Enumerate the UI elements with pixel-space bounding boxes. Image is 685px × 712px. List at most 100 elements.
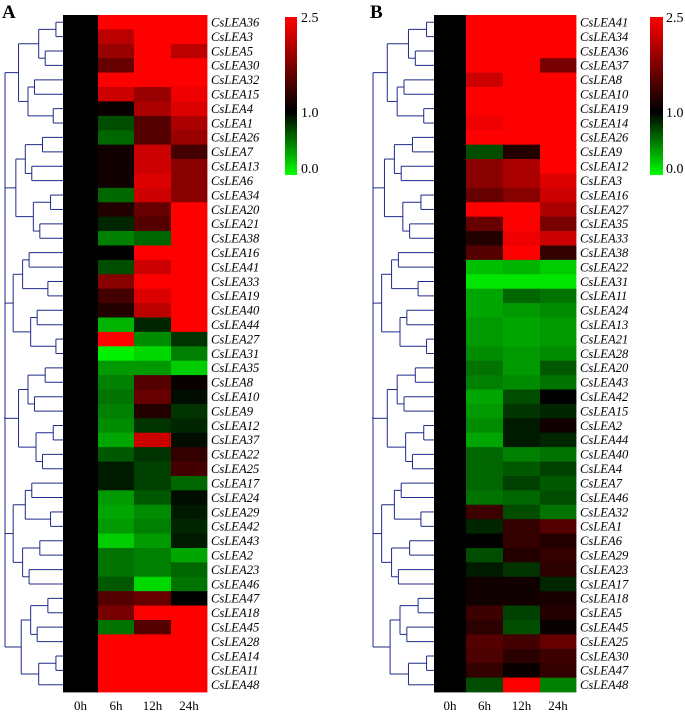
heatmap-cell <box>98 317 135 333</box>
heatmap-cell <box>466 677 504 693</box>
heatmap-cell <box>63 504 99 520</box>
heatmap-cell <box>134 677 172 693</box>
heatmap-cell <box>134 259 172 275</box>
heatmap-cell <box>434 519 467 534</box>
heatmap-cell <box>434 72 467 88</box>
heatmap-cell <box>503 533 541 549</box>
heatmap-cell <box>503 331 541 347</box>
heatmap-cell <box>466 58 504 74</box>
heatmap-cell <box>98 648 135 664</box>
heatmap-cell <box>503 605 541 621</box>
heatmap-cell <box>540 634 577 650</box>
row-label: CsLEA29 <box>580 548 629 562</box>
heatmap-cell <box>466 375 504 390</box>
heatmap-cell <box>63 475 99 491</box>
row-label: CsLEA9 <box>211 404 254 418</box>
heatmap-cell <box>540 303 577 318</box>
heatmap-cell <box>134 29 172 45</box>
heatmap-cell <box>466 115 504 131</box>
heatmap-cell <box>98 403 135 419</box>
heatmap-cell <box>434 547 467 563</box>
heatmap-cell <box>134 461 172 477</box>
heatmap-cell <box>63 432 99 448</box>
heatmap-cell <box>466 274 504 290</box>
heatmap-cell <box>503 648 541 664</box>
row-label: CsLEA27 <box>211 332 260 346</box>
heatmap-cell <box>171 403 208 419</box>
heatmap-cell <box>540 519 577 534</box>
heatmap-cell <box>134 490 172 506</box>
heatmap-cell <box>434 648 467 664</box>
heatmap-cell <box>63 231 99 246</box>
row-label: CsLEA32 <box>580 505 629 519</box>
heatmap-cell <box>434 490 467 506</box>
heatmap-cell <box>98 663 135 678</box>
heatmap-cell <box>503 216 541 232</box>
heatmap-cell <box>466 432 504 448</box>
heatmap-cell <box>434 115 467 131</box>
heatmap-cell <box>171 101 208 117</box>
heatmap-cell <box>171 159 208 174</box>
heatmap-cell <box>503 159 541 174</box>
heatmap-cell <box>98 15 135 30</box>
heatmap-cell <box>466 346 504 362</box>
heatmap-cell <box>434 317 467 333</box>
heatmap-cell <box>434 216 467 232</box>
heatmap-cell <box>434 576 467 592</box>
heatmap-cell <box>503 303 541 318</box>
column-label: 24h <box>179 698 199 712</box>
heatmap-cell <box>98 375 135 390</box>
row-label: CsLEA41 <box>211 260 259 274</box>
heatmap-cell <box>503 619 541 635</box>
heatmap-cell <box>503 245 541 261</box>
heatmap-cell <box>503 173 541 189</box>
heatmap-cell <box>503 317 541 333</box>
row-label: CsLEA1 <box>580 520 622 534</box>
heatmap-cell <box>171 605 208 621</box>
heatmap-cell <box>98 461 135 477</box>
heatmap-cell <box>434 418 467 434</box>
heatmap-cell <box>134 43 172 59</box>
heatmap-cell <box>540 15 577 30</box>
row-label: CsLEA18 <box>580 592 629 606</box>
heatmap-cell <box>63 490 99 506</box>
row-label: CsLEA15 <box>211 88 259 102</box>
heatmap-cell <box>466 216 504 232</box>
row-label: CsLEA4 <box>580 462 623 476</box>
heatmap-cell <box>540 389 577 405</box>
row-label: CsLEA3 <box>580 174 622 188</box>
heatmap-cell <box>503 490 541 506</box>
color-scale-bar <box>285 17 297 175</box>
heatmap-cell <box>98 504 135 520</box>
column-label: 0h <box>74 698 88 712</box>
heatmap-cell <box>466 619 504 635</box>
heatmap-cell <box>134 375 172 390</box>
heatmap-cell <box>63 187 99 203</box>
heatmap-cell <box>63 634 99 650</box>
heatmap-cell <box>540 360 577 376</box>
heatmap-cell <box>540 432 577 448</box>
heatmap-cell <box>63 130 99 146</box>
heatmap-cell <box>171 130 208 146</box>
heatmap-cell <box>171 547 208 563</box>
row-label: CsLEA33 <box>580 232 628 246</box>
heatmap-cell <box>434 375 467 390</box>
row-label: CsLEA26 <box>211 131 260 145</box>
heatmap-cell <box>503 375 541 390</box>
heatmap-cell <box>171 389 208 405</box>
heatmap-cell <box>134 15 172 30</box>
heatmap-cell <box>63 375 99 390</box>
heatmap-cell <box>134 274 172 290</box>
row-label: CsLEA19 <box>580 102 629 116</box>
heatmap-cell <box>63 663 99 678</box>
heatmap-cell <box>63 115 99 131</box>
heatmap-cell <box>98 677 135 693</box>
heatmap-cell <box>171 43 208 59</box>
heatmap-cell <box>434 403 467 419</box>
heatmap-cell <box>466 504 504 520</box>
heatmap-cell <box>540 461 577 477</box>
heatmap-cell <box>134 663 172 678</box>
heatmap-cell <box>134 547 172 563</box>
heatmap-cell <box>134 303 172 318</box>
heatmap-cell <box>503 418 541 434</box>
